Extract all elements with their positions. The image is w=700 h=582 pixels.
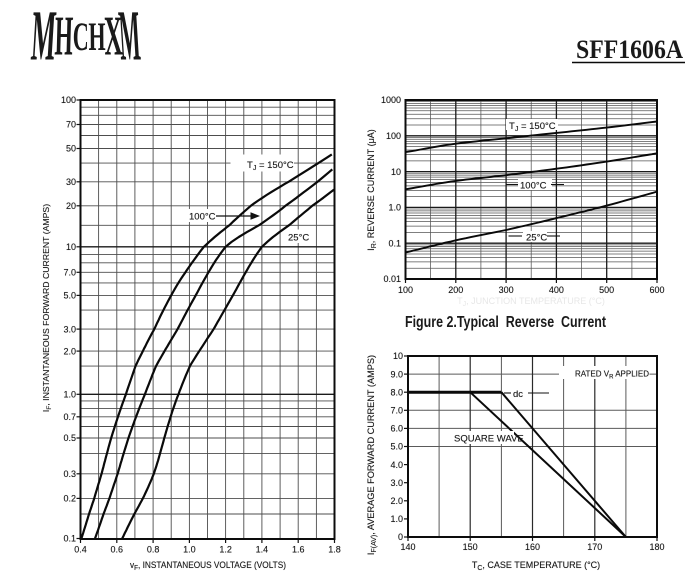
svg-text:100°C: 100°C [520, 181, 547, 192]
svg-text:H: H [88, 15, 105, 60]
svg-text:TJ, JUNCTION TEMPERATURE (°C): TJ, JUNCTION TEMPERATURE (°C) [457, 296, 605, 308]
svg-text:1000: 1000 [381, 95, 401, 105]
svg-text:10: 10 [393, 351, 403, 361]
svg-text:10: 10 [66, 242, 76, 252]
svg-text:RATED VR APPLIED: RATED VR APPLIED [575, 370, 649, 381]
svg-text:140: 140 [400, 542, 415, 552]
svg-text:100: 100 [61, 95, 76, 105]
svg-text:9.0: 9.0 [390, 369, 403, 379]
svg-text:0.2: 0.2 [63, 494, 76, 504]
svg-text:1.0: 1.0 [63, 390, 76, 400]
svg-text:4.0: 4.0 [390, 460, 403, 470]
svg-text:2.0: 2.0 [390, 496, 403, 506]
svg-text:3.0: 3.0 [63, 324, 76, 334]
svg-text:160: 160 [525, 542, 540, 552]
svg-text:0.5: 0.5 [63, 433, 76, 443]
svg-text:1.4: 1.4 [256, 545, 269, 555]
svg-text:SQUARE WAVE: SQUARE WAVE [454, 434, 524, 445]
svg-text:1.6: 1.6 [292, 545, 305, 555]
svg-text:1.8: 1.8 [328, 545, 341, 555]
svg-text:2.0: 2.0 [63, 346, 76, 356]
svg-text:M: M [117, 0, 143, 76]
svg-text:100°C: 100°C [189, 212, 216, 223]
svg-text:100: 100 [398, 285, 413, 295]
svg-text:1.2: 1.2 [219, 545, 232, 555]
svg-text:1.0: 1.0 [183, 545, 196, 555]
svg-text:0.1: 0.1 [63, 534, 76, 544]
svg-text:IF(AV), AVERAGE FORWARD CURREN: IF(AV), AVERAGE FORWARD CURRENT (AMPS) [366, 355, 378, 555]
svg-text:20: 20 [66, 201, 76, 211]
svg-text:M: M [29, 0, 58, 76]
svg-text:25°C: 25°C [526, 233, 547, 244]
svg-text:150: 150 [463, 542, 478, 552]
svg-text:7.0: 7.0 [390, 406, 403, 416]
svg-text:5.0: 5.0 [390, 442, 403, 452]
svg-text:180: 180 [649, 542, 664, 552]
svg-text:300: 300 [499, 285, 514, 295]
svg-text:500: 500 [599, 285, 614, 295]
svg-text:IR, REVERSE CURRENT (μA): IR, REVERSE CURRENT (μA) [366, 129, 378, 251]
svg-text:dc: dc [513, 389, 523, 400]
svg-text:10: 10 [391, 167, 401, 177]
svg-text:5.0: 5.0 [63, 291, 76, 301]
svg-text:0: 0 [398, 532, 403, 542]
svg-text:H: H [54, 6, 74, 67]
svg-text:vF, INSTANTANEOUS VOLTAGE (VOL: vF, INSTANTANEOUS VOLTAGE (VOLTS) [130, 560, 286, 572]
svg-text:TJ = 150°C: TJ = 150°C [247, 160, 294, 172]
svg-text:0.4: 0.4 [74, 545, 87, 555]
svg-text:0.7: 0.7 [63, 412, 76, 422]
svg-text:600: 600 [649, 285, 664, 295]
svg-text:0.8: 0.8 [147, 545, 160, 555]
svg-text:6.0: 6.0 [390, 424, 403, 434]
svg-text:200: 200 [448, 285, 463, 295]
svg-text:30: 30 [66, 177, 76, 187]
svg-text:TJ = 150°C: TJ = 150°C [509, 121, 556, 133]
svg-text:400: 400 [549, 285, 564, 295]
svg-text:25°C: 25°C [288, 233, 309, 244]
svg-text:70: 70 [66, 120, 76, 130]
svg-text:0.3: 0.3 [63, 469, 76, 479]
svg-text:C: C [73, 15, 89, 60]
svg-text:IF, INSTANTANEOUS FORWARD CURR: IF, INSTANTANEOUS FORWARD CURRENT (AMPS) [41, 204, 53, 412]
svg-text:50: 50 [66, 144, 76, 154]
svg-text:100: 100 [386, 131, 401, 141]
svg-text:X: X [103, 6, 123, 68]
svg-text:Figure 2.Typical Reverse Cur: Figure 2.Typical Reverse Current [405, 314, 606, 331]
svg-text:1.0: 1.0 [388, 203, 401, 213]
svg-text:3.0: 3.0 [390, 478, 403, 488]
svg-text:0.01: 0.01 [383, 274, 401, 284]
svg-text:170: 170 [587, 542, 602, 552]
svg-text:0.6: 0.6 [111, 545, 124, 555]
svg-text:1.0: 1.0 [390, 514, 403, 524]
svg-text:SFF1606A: SFF1606A [576, 34, 683, 64]
svg-text:TC, CASE TEMPERATURE (°C): TC, CASE TEMPERATURE (°C) [472, 560, 600, 572]
svg-text:7.0: 7.0 [63, 268, 76, 278]
svg-text:0.1: 0.1 [388, 238, 401, 248]
svg-text:8.0: 8.0 [390, 387, 403, 397]
